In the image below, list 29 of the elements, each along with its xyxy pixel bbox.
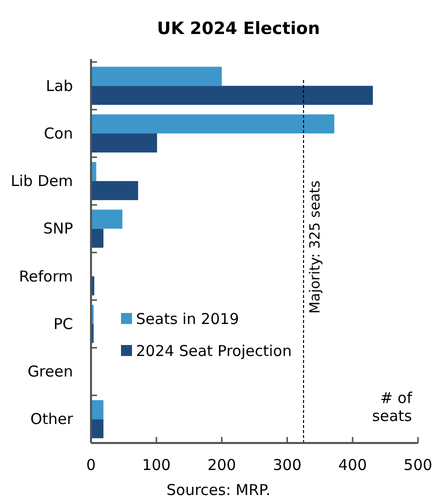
legend-label: 2024 Seat Projection (136, 342, 292, 360)
y-tick-label: PC (53, 314, 73, 333)
y-tick-label: Lib Dem (10, 172, 73, 190)
bar (91, 228, 104, 248)
y-tick-label: Green (28, 362, 73, 381)
x-tick-label: 400 (338, 456, 367, 474)
bar (91, 133, 158, 152)
y-tick-label: Con (44, 124, 73, 142)
bar (91, 66, 222, 86)
x-tick-label: 500 (404, 456, 432, 474)
ref-line-label: Majority: 325 seats (308, 180, 324, 314)
y-tick-label: Other (30, 410, 74, 428)
x-tick-label: 300 (272, 456, 302, 474)
x-axis-title: # of seats (372, 389, 413, 425)
legend-label: Seats in 2019 (136, 310, 240, 328)
bar (91, 86, 373, 105)
bar (91, 181, 138, 200)
y-tick-label: SNP (43, 220, 73, 238)
x-tick-label: 100 (142, 456, 171, 474)
source-note: Sources: MRP. (166, 481, 270, 499)
bar (91, 400, 104, 420)
chart-title: UK 2024 Election (157, 19, 320, 39)
bar (91, 210, 122, 229)
y-tick-label: Reform (19, 267, 73, 286)
y-tick-label: Lab (46, 76, 73, 95)
bar (91, 114, 334, 134)
x-tick-label: 0 (86, 456, 96, 474)
x-tick-label: 200 (207, 456, 236, 474)
bar (91, 419, 104, 438)
